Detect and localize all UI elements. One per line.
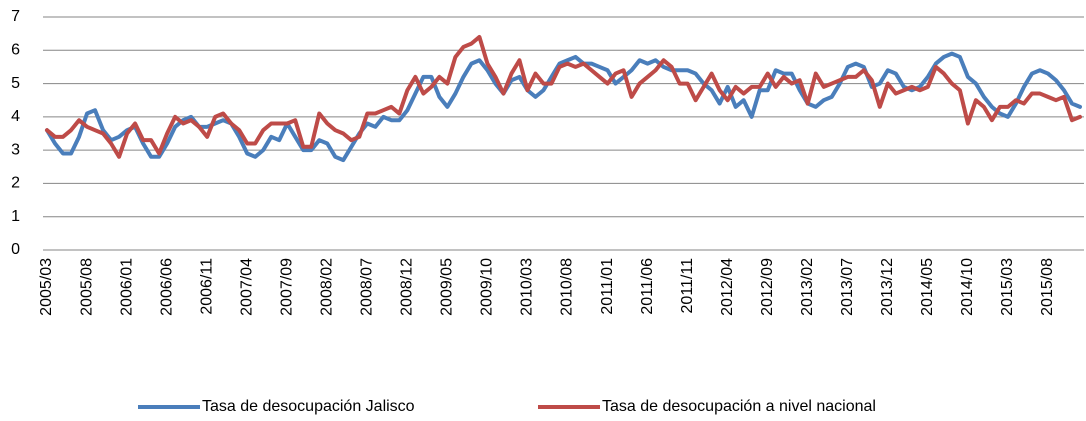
y-tick-label: 4 — [11, 108, 20, 125]
y-tick-label: 1 — [11, 208, 20, 225]
series-line — [45, 34, 1082, 159]
x-tick-label: 2009/05 — [439, 258, 456, 316]
x-tick-label: 2011/01 — [599, 258, 616, 315]
x-tick-label: 2013/12 — [879, 258, 896, 316]
x-tick-label: 2010/03 — [519, 258, 536, 316]
x-tick-label: 2014/10 — [959, 258, 976, 316]
x-tick-label: 2007/04 — [238, 258, 255, 316]
x-tick-label: 2013/07 — [839, 258, 856, 316]
x-tick-label: 2012/09 — [759, 258, 776, 316]
x-tick-label: 2013/02 — [799, 258, 816, 316]
x-tick-label: 2008/07 — [359, 258, 376, 316]
y-tick-label: 5 — [11, 75, 20, 92]
x-tick-label: 2006/06 — [158, 258, 175, 316]
x-tick-label: 2006/11 — [198, 258, 215, 315]
x-tick-label: 2005/08 — [78, 258, 95, 316]
x-tick-label: 2007/09 — [278, 258, 295, 316]
x-tick-label: 2009/10 — [479, 258, 496, 316]
legend-label: Tasa de desocupación Jalisco — [202, 398, 415, 415]
x-tick-label: 2010/08 — [559, 258, 576, 316]
y-tick-label: 3 — [11, 141, 20, 158]
x-tick-label: 2015/03 — [999, 258, 1016, 316]
series-line — [45, 51, 1082, 163]
x-tick-label: 2005/03 — [38, 258, 55, 316]
x-tick-label: 2012/04 — [719, 258, 736, 316]
x-tick-label: 2011/11 — [679, 258, 696, 314]
x-tick-label: 2008/12 — [399, 258, 416, 316]
x-tick-label: 2014/05 — [919, 258, 936, 316]
y-tick-label: 0 — [11, 241, 20, 258]
y-tick-label: 7 — [11, 8, 20, 25]
legend-label: Tasa de desocupación a nivel nacional — [602, 398, 876, 415]
x-tick-label: 2008/02 — [318, 258, 335, 316]
y-tick-label: 6 — [11, 42, 20, 59]
x-tick-label: 2011/06 — [639, 258, 656, 315]
y-tick-label: 2 — [11, 175, 20, 192]
x-tick-label: 2015/08 — [1039, 258, 1056, 316]
x-tick-label: 2006/01 — [118, 258, 135, 316]
